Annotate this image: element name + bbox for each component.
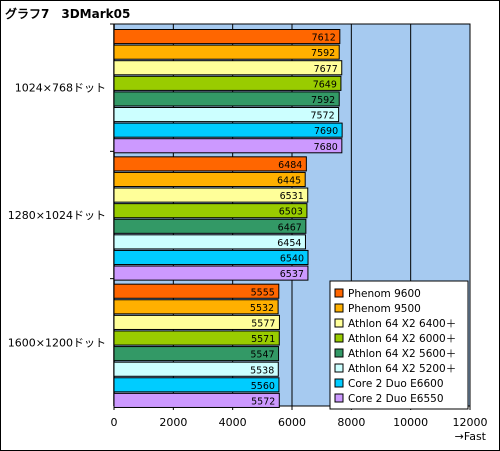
legend-swatch (334, 393, 344, 403)
legend-box (329, 280, 469, 410)
bar-value-label: 5572 (251, 396, 275, 407)
legend-label: Phenom 9600 (348, 288, 421, 300)
bar-value-label: 6537 (280, 269, 304, 280)
bar (113, 218, 307, 234)
x-tick-label: 12000 (453, 416, 488, 429)
bar (113, 29, 341, 45)
legend-swatch (334, 378, 344, 388)
bar-value-label: 7690 (314, 126, 338, 137)
legend-swatch (334, 318, 344, 328)
bar-value-label: 5555 (251, 287, 275, 298)
bar-value-label: 7677 (314, 64, 338, 75)
legend: Phenom 9600 Phenom 9500 Athlon 64 X2 6400＋… (329, 280, 469, 410)
bar (113, 91, 340, 107)
bar (113, 392, 280, 408)
bar (113, 138, 343, 154)
bar (113, 377, 280, 393)
legend-label: Athlon 64 X2 6000＋ (348, 333, 456, 345)
legend-label: Core 2 Duo E6600 (348, 378, 444, 390)
bar-value-label: 6454 (277, 238, 301, 249)
bar-value-label: 6540 (280, 254, 304, 265)
bar (113, 249, 309, 266)
bar (113, 156, 307, 172)
bar (113, 75, 342, 91)
bar-value-label: 5560 (251, 381, 275, 392)
bar-value-label: 7592 (311, 48, 335, 59)
x-tick-label: 8000 (337, 416, 365, 429)
chart-title: グラフ7 3DMark05 (5, 7, 131, 21)
y-category-label: 1024×768ドット (15, 82, 106, 95)
legend-label: Athlon 64 X2 5200＋ (348, 363, 456, 375)
y-category-label: 1280×1024ドット (8, 209, 106, 222)
x-tick-label: 6000 (278, 416, 306, 429)
bar-value-label: 5577 (251, 318, 275, 329)
bar-value-label: 5571 (251, 334, 275, 345)
bar-value-label: 5538 (250, 365, 274, 376)
bar-value-label: 6445 (277, 176, 301, 187)
bar (113, 361, 279, 377)
legend-swatch (334, 288, 344, 298)
legend-label: Phenom 9500 (348, 303, 421, 315)
bar (113, 346, 280, 362)
legend-swatch (334, 348, 344, 358)
x-tick-label: 4000 (219, 416, 247, 429)
bar (113, 44, 340, 60)
bar (113, 122, 343, 138)
bar-value-label: 7592 (311, 95, 335, 106)
legend-swatch (334, 333, 344, 343)
bar-value-label: 6484 (278, 160, 302, 171)
bar-value-label: 5547 (250, 350, 274, 361)
x-tick-label: 0 (111, 416, 118, 429)
bar-value-label: 7612 (312, 33, 336, 44)
bar-value-label: 5532 (250, 303, 274, 314)
bar-value-label: 7680 (314, 142, 338, 153)
bar (113, 171, 306, 188)
bar (113, 299, 279, 315)
x-tick-label: 10000 (393, 416, 428, 429)
bar (113, 234, 306, 250)
bar (113, 107, 340, 123)
bar (113, 60, 343, 76)
y-category-label: 1600×1200ドット (8, 336, 106, 349)
bar-value-label: 7572 (310, 111, 334, 122)
legend-label: Core 2 Duo E6550 (348, 393, 444, 405)
x-axis-label: →Fast (455, 430, 487, 443)
bar (113, 330, 280, 346)
bar (113, 203, 308, 219)
bar-value-label: 6531 (280, 191, 304, 202)
legend-label: Athlon 64 X2 5600＋ (348, 348, 456, 360)
bar-value-label: 6467 (278, 222, 302, 233)
bar-value-label: 7649 (313, 79, 337, 90)
bar (113, 265, 309, 281)
bar (113, 283, 280, 299)
legend-swatch (334, 363, 344, 373)
x-tick-label: 2000 (159, 416, 187, 429)
bar-value-label: 6503 (279, 207, 303, 218)
bar (113, 314, 280, 330)
bar (113, 187, 309, 203)
legend-swatch (334, 303, 344, 313)
legend-label: Athlon 64 X2 6400＋ (348, 318, 456, 330)
